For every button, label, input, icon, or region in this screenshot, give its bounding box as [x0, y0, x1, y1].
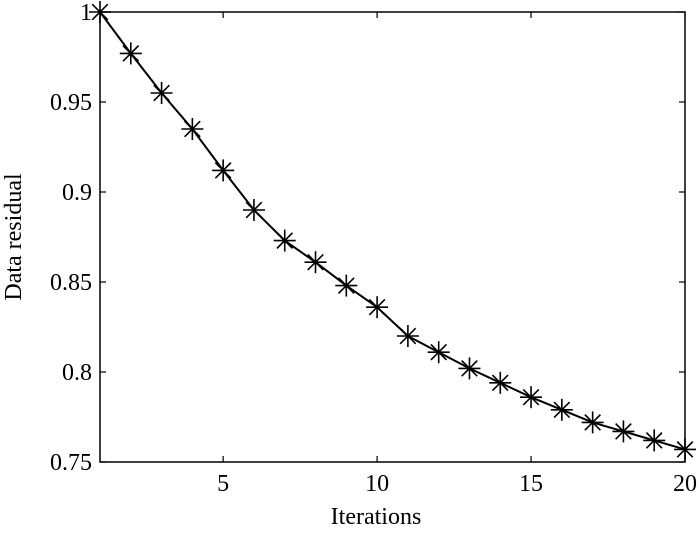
y-tick-label: 0.95 — [50, 90, 92, 116]
data-point-marker — [273, 229, 296, 252]
data-point-marker — [458, 357, 481, 380]
data-point-marker — [335, 274, 358, 297]
data-point-marker — [181, 118, 204, 140]
data-point-marker — [396, 325, 419, 347]
axis-ticks: 5 10 15 20 0.75 0.8 0.85 0.9 0.95 1 — [50, 0, 697, 497]
data-point-marker — [119, 42, 142, 65]
y-tick-label: 0.9 — [62, 180, 92, 206]
x-tick-label: 15 — [519, 471, 543, 497]
data-point-marker — [304, 251, 327, 274]
data-point-marker — [489, 371, 512, 394]
x-tick-label: 5 — [217, 471, 229, 497]
x-axis-label: Iterations — [331, 504, 422, 530]
series-line — [99, 11, 686, 451]
y-tick-label: 0.8 — [62, 360, 92, 386]
y-tick-label: 0.75 — [50, 450, 92, 476]
data-point-marker — [550, 398, 573, 421]
data-point-marker — [643, 429, 666, 452]
data-point-marker — [581, 411, 604, 434]
data-point-marker — [674, 438, 696, 461]
x-tick-label: 10 — [365, 471, 389, 497]
data-point-marker — [612, 420, 635, 443]
y-axis-label: Data residual — [1, 173, 27, 301]
data-point-marker — [366, 296, 389, 319]
data-point-marker — [520, 386, 543, 409]
series-layer — [89, 1, 696, 461]
data-point-marker — [150, 82, 173, 104]
x-tick-label: 20 — [673, 471, 697, 497]
data-point-marker — [89, 1, 111, 23]
data-point-marker — [212, 159, 235, 182]
y-tick-label: 1 — [80, 0, 92, 26]
plot-frame — [99, 11, 686, 463]
data-point-marker — [427, 341, 450, 364]
data-point-marker — [242, 199, 265, 221]
y-tick-label: 0.85 — [50, 270, 92, 296]
